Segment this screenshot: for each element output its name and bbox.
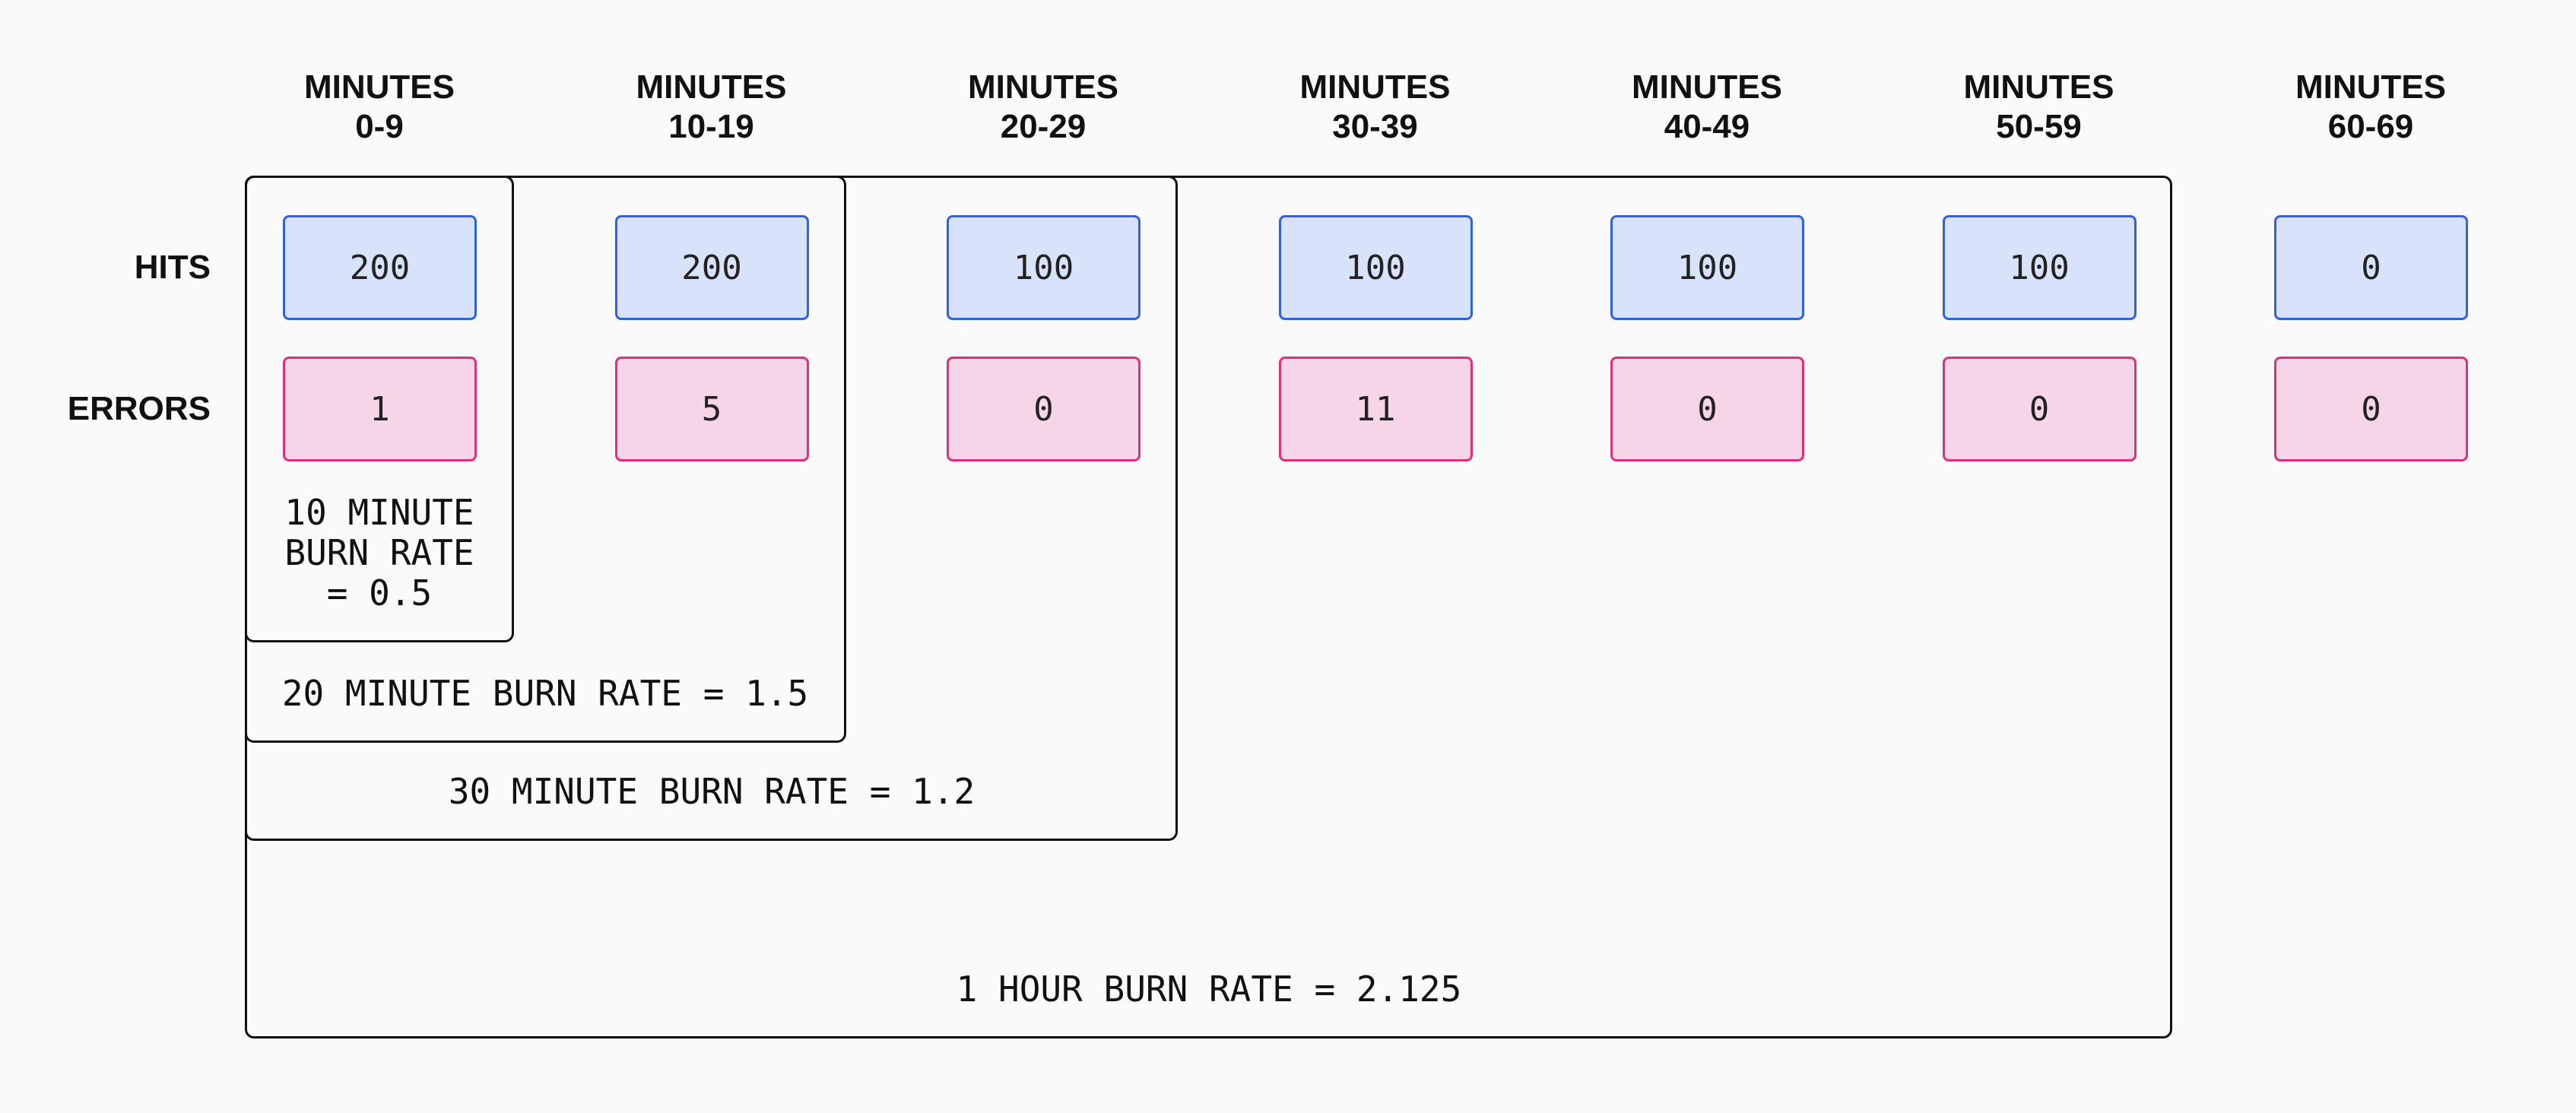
cell: 200 — [614, 215, 809, 320]
column-header: 20-29 — [1000, 108, 1087, 145]
burn-rate-label: 20 MINUTE BURN RATE = 1.5 — [281, 673, 809, 714]
column-header: 60-69 — [2327, 108, 2414, 145]
column-header: 0-9 — [355, 108, 404, 145]
cell: 0 — [947, 357, 1140, 461]
burn-rate-label: BURN RATE — [284, 532, 474, 573]
row-label: HITS — [134, 249, 211, 286]
column-header: MINUTES — [1963, 68, 2114, 106]
column-header: MINUTES — [2295, 68, 2446, 106]
column-header: 50-59 — [1996, 108, 2082, 145]
cell: 0 — [2274, 215, 2468, 320]
column-header: MINUTES — [1299, 68, 1451, 106]
cell: 100 — [947, 215, 1140, 320]
cell: 100 — [1278, 215, 1473, 320]
cell: 100 — [1942, 215, 2137, 320]
cell: 0 — [1942, 357, 2137, 461]
cell: 11 — [1278, 357, 1473, 461]
column-header: MINUTES — [636, 68, 787, 106]
column-header: 30-39 — [1332, 108, 1418, 145]
burn-rate-label: = 0.5 — [326, 572, 433, 614]
column-header: MINUTES — [1632, 68, 1782, 106]
cell: 1 — [283, 357, 477, 461]
cell: 100 — [1610, 215, 1804, 320]
column-header: MINUTES — [304, 68, 455, 106]
burn-rate-label: 1 HOUR BURN RATE = 2.125 — [956, 969, 1462, 1010]
burn-rate-label: 30 MINUTE BURN RATE = 1.2 — [448, 771, 976, 812]
cell: 200 — [283, 215, 477, 320]
cell: 5 — [614, 357, 809, 461]
cell: 0 — [1610, 357, 1804, 461]
column-header: 40-49 — [1664, 108, 1750, 145]
burn-rate-label: 10 MINUTE — [284, 492, 474, 533]
column-header: 10-19 — [668, 108, 754, 145]
burn-rate-box — [245, 176, 514, 642]
row-label: ERRORS — [67, 390, 211, 427]
column-header: MINUTES — [968, 68, 1118, 106]
cell: 0 — [2274, 357, 2468, 461]
